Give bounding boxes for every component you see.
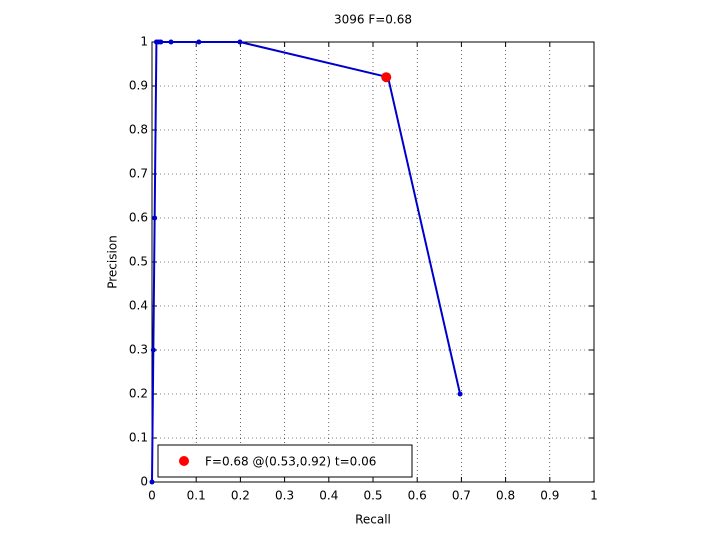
- y-tick-label: 0.7: [129, 167, 148, 181]
- curve-marker: [149, 479, 155, 485]
- x-tick-label: 0.8: [496, 489, 515, 503]
- x-tick-label: 0: [148, 489, 156, 503]
- best-point: [381, 72, 392, 83]
- x-tick-label: 0.9: [540, 489, 559, 503]
- y-tick-label: 0.6: [129, 211, 148, 225]
- x-tick-label: 0.5: [363, 489, 382, 503]
- curve-marker: [457, 391, 463, 397]
- x-tick-label: 0.4: [319, 489, 338, 503]
- curve-marker: [237, 39, 243, 45]
- curve-marker: [152, 215, 158, 221]
- y-tick-label: 1: [140, 35, 148, 49]
- x-tick-label: 0.7: [452, 489, 471, 503]
- y-tick-label: 0: [140, 475, 148, 489]
- y-tick-label: 0.2: [129, 387, 148, 401]
- x-tick-label: 1: [590, 489, 598, 503]
- y-tick-label: 0.1: [129, 431, 148, 445]
- curve-marker: [168, 39, 174, 45]
- legend-box: [157, 444, 413, 478]
- y-tick-label: 0.4: [129, 299, 148, 313]
- y-tick-label: 0.3: [129, 343, 148, 357]
- y-axis-label: Precision: [106, 235, 120, 289]
- y-tick-label: 0.8: [129, 123, 148, 137]
- curve-marker: [150, 347, 156, 353]
- x-tick-label: 0.1: [187, 489, 206, 503]
- x-tick-label: 0.2: [231, 489, 250, 503]
- curve-marker: [158, 39, 164, 45]
- chart-title: 3096 F=0.68: [334, 13, 412, 27]
- y-tick-label: 0.9: [129, 79, 148, 93]
- legend-marker: [179, 456, 189, 466]
- plot-frame: [151, 41, 595, 483]
- x-tick-label: 0.3: [275, 489, 294, 503]
- x-tick-label: 0.6: [408, 489, 427, 503]
- y-tick-label: 0.5: [129, 255, 148, 269]
- curve-marker: [196, 39, 202, 45]
- x-axis-label: Recall: [355, 513, 391, 527]
- legend-label: F=0.68 @(0.53,0.92) t=0.06: [205, 455, 376, 469]
